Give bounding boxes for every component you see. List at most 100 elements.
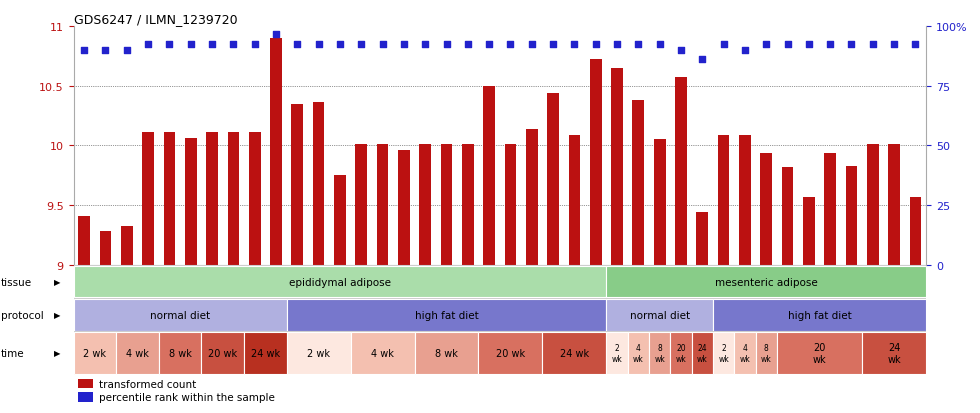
Point [332, 41, 348, 48]
Point [759, 41, 774, 48]
Bar [627, 332, 649, 374]
Point [396, 41, 412, 48]
Point [374, 41, 390, 48]
Point [715, 41, 731, 48]
Point [673, 47, 689, 54]
Text: ▶: ▶ [54, 310, 60, 319]
Point [439, 41, 455, 48]
Text: 8
wk: 8 wk [760, 344, 771, 363]
Bar [756, 332, 777, 374]
Bar [462, 145, 473, 265]
Bar [824, 153, 836, 265]
Bar [351, 332, 415, 374]
Text: 4
wk: 4 wk [740, 344, 751, 363]
Bar [590, 60, 602, 265]
Bar [739, 135, 751, 265]
Point [588, 41, 604, 48]
Bar [419, 145, 431, 265]
Bar [632, 101, 644, 265]
Text: time: time [1, 348, 24, 358]
Bar [356, 145, 368, 265]
Bar [121, 226, 132, 265]
Bar [543, 332, 607, 374]
Text: 2 wk: 2 wk [307, 348, 330, 358]
Point [737, 47, 753, 54]
Bar [568, 135, 580, 265]
Text: normal diet: normal diet [629, 310, 690, 320]
Bar [909, 197, 921, 265]
Bar [74, 266, 607, 298]
Bar [612, 69, 623, 265]
Point [98, 47, 114, 54]
Point [183, 41, 199, 48]
Text: ▶: ▶ [54, 349, 60, 358]
Point [566, 41, 582, 48]
Bar [334, 176, 346, 265]
Point [119, 47, 134, 54]
Text: 4 wk: 4 wk [371, 348, 394, 358]
Text: 4
wk: 4 wk [633, 344, 644, 363]
Text: 20 wk: 20 wk [496, 348, 525, 358]
Point [801, 41, 816, 48]
Point [140, 41, 156, 48]
Point [844, 41, 859, 48]
Bar [670, 332, 692, 374]
Text: 20
wk: 20 wk [812, 342, 826, 364]
Bar [777, 332, 862, 374]
Text: transformed count: transformed count [99, 379, 196, 389]
Bar [206, 133, 218, 265]
Point [460, 41, 475, 48]
Point [76, 47, 92, 54]
Bar [675, 78, 687, 265]
Bar [734, 332, 756, 374]
Point [269, 32, 284, 38]
Text: 24
wk: 24 wk [697, 344, 708, 363]
Bar [116, 332, 159, 374]
Bar [862, 332, 926, 374]
Bar [74, 332, 116, 374]
Text: 2
wk: 2 wk [718, 344, 729, 363]
Point [865, 41, 881, 48]
Text: tissue: tissue [1, 277, 32, 287]
Bar [415, 332, 478, 374]
Bar [249, 133, 261, 265]
Text: normal diet: normal diet [150, 310, 210, 320]
Bar [142, 133, 154, 265]
Bar [313, 103, 324, 265]
Text: epididymal adipose: epididymal adipose [289, 277, 391, 287]
Point [822, 41, 838, 48]
Point [289, 41, 305, 48]
Bar [227, 133, 239, 265]
Point [481, 41, 497, 48]
Bar [607, 266, 926, 298]
Text: 2
wk: 2 wk [612, 344, 622, 363]
Text: 24 wk: 24 wk [560, 348, 589, 358]
Point [311, 41, 326, 48]
Bar [712, 299, 926, 331]
Bar [760, 153, 772, 265]
Bar [244, 332, 286, 374]
Text: 20
wk: 20 wk [675, 344, 686, 363]
Bar [547, 94, 559, 265]
Text: mesenteric adipose: mesenteric adipose [714, 277, 817, 287]
Bar [782, 168, 794, 265]
Point [610, 41, 625, 48]
Bar [846, 166, 858, 265]
Point [652, 41, 667, 48]
Point [247, 41, 263, 48]
Bar [286, 299, 607, 331]
Point [225, 41, 241, 48]
Bar [712, 332, 734, 374]
Bar [867, 145, 879, 265]
Bar [505, 145, 516, 265]
Bar [201, 332, 244, 374]
Bar [77, 379, 93, 388]
Point [524, 41, 540, 48]
Text: 24
wk: 24 wk [887, 342, 901, 364]
Point [780, 41, 796, 48]
Point [162, 41, 177, 48]
Text: 8 wk: 8 wk [435, 348, 458, 358]
Bar [717, 135, 729, 265]
Bar [291, 104, 303, 265]
Bar [649, 332, 670, 374]
